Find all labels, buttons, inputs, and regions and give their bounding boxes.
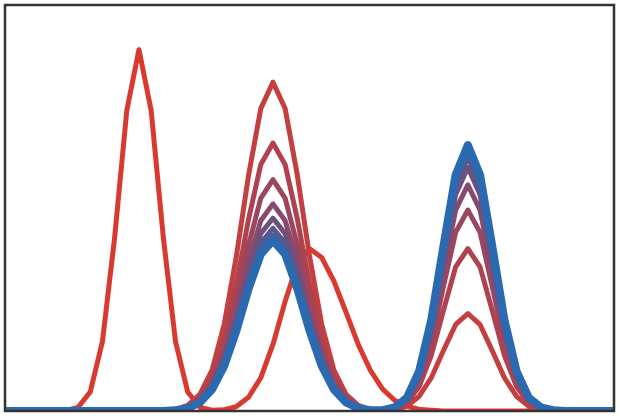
line-series (5, 47, 614, 411)
plot-frame (3, 3, 616, 413)
line-series (5, 141, 614, 411)
line-series (5, 79, 614, 411)
plot-area (5, 47, 614, 411)
